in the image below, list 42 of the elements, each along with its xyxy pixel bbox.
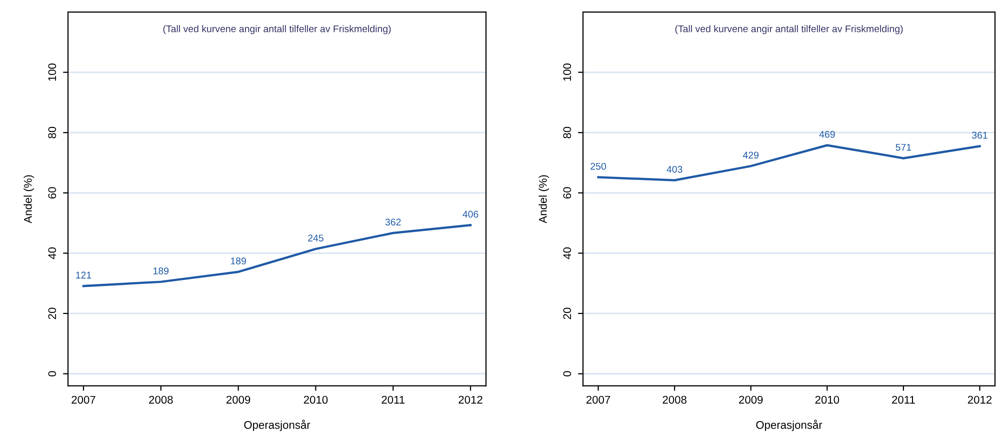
x-tick-label: 2010 — [815, 396, 840, 404]
y-tick-label: 20 — [563, 308, 572, 320]
y-tick-label: 20 — [48, 308, 56, 320]
y-tick-label: 60 — [48, 187, 56, 198]
annotation: 469 — [819, 130, 835, 138]
y-axis-title: Andel (%) — [24, 175, 34, 224]
annotation: 406 — [462, 210, 478, 218]
x-tick-label: 2011 — [892, 396, 915, 404]
y-axis-title: Andel (%) — [538, 175, 550, 224]
x-tick-label: 2009 — [739, 396, 763, 404]
annotation: 189 — [154, 267, 169, 274]
x-axis-title: Operasjonsår — [244, 420, 310, 432]
annotation: 250 — [590, 162, 606, 170]
annotation: 362 — [385, 218, 401, 226]
annotation: 245 — [308, 234, 324, 242]
y-tick-label: 80 — [48, 126, 56, 138]
annotation: 121 — [76, 272, 92, 278]
x-tick-label: 2012 — [968, 396, 992, 404]
y-tick-label: 100 — [563, 63, 572, 81]
annotation: 361 — [972, 132, 988, 139]
x-axis-title: Operasjonsår — [756, 420, 822, 432]
y-tick-label: 60 — [563, 187, 572, 198]
x-tick-label: 2007 — [586, 396, 610, 404]
x-tick-label: 2010 — [304, 396, 328, 404]
y-tick-label: 80 — [563, 126, 572, 138]
y-tick-label: 100 — [48, 63, 56, 81]
y-tick-label: 0 — [563, 371, 572, 376]
x-tick-label: 2007 — [72, 396, 96, 404]
annotation: 189 — [230, 258, 246, 264]
annotation: 571 — [896, 144, 912, 151]
annotation: 429 — [742, 152, 758, 159]
x-tick-label: 2009 — [226, 396, 250, 404]
annotation: 403 — [666, 166, 682, 173]
y-tick-label: 40 — [563, 247, 572, 260]
x-tick-label: 2012 — [458, 396, 482, 404]
y-tick-label: 0 — [48, 371, 56, 376]
x-tick-label: 2008 — [662, 396, 686, 404]
x-tick-label: 2011 — [382, 396, 405, 404]
annotation: (Tall ved kurvene angir antall tilfeller av Friskmelding) — [163, 25, 391, 34]
x-tick-label: 2008 — [149, 396, 173, 404]
y-tick-label: 40 — [48, 247, 56, 260]
annotation: (Tall ved kurvene angir antall tilfeller av Friskmelding) — [675, 25, 903, 34]
